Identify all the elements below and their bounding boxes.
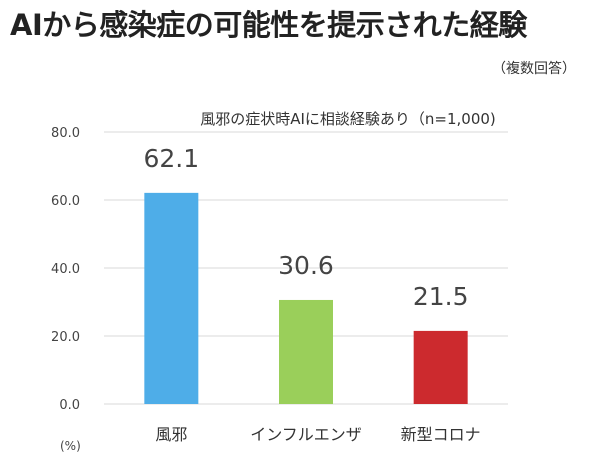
chart-subtitle: 風邪の症状時AIに相談経験あり（n=1,000)	[200, 110, 496, 128]
unit-label: (%)	[60, 439, 81, 453]
y-tick-label: 0.0	[59, 398, 80, 413]
bar	[413, 330, 468, 404]
data-label: 62.1	[143, 144, 199, 173]
y-tick-label: 80.0	[51, 126, 80, 141]
y-tick-label: 60.0	[51, 194, 80, 209]
bar	[279, 299, 333, 404]
category-label: 風邪	[155, 425, 187, 444]
data-label: 30.6	[278, 251, 334, 280]
category-label: 新型コロナ	[401, 425, 481, 444]
category-labels: 風邪 インフルエンザ 新型コロナ	[155, 425, 480, 444]
data-labels: 62.1 30.6 21.5	[143, 144, 468, 311]
y-tick-label: 40.0	[51, 262, 80, 277]
y-tick-label: 20.0	[51, 330, 80, 345]
page-title: AIから感染症の可能性を提示された経験	[10, 8, 527, 42]
multiple-answer-note: （複数回答）	[492, 61, 576, 77]
category-label: インフルエンザ	[250, 425, 362, 444]
y-axis-ticks: 0.0 20.0 40.0 60.0 80.0	[51, 126, 80, 413]
bar	[144, 192, 199, 404]
bars	[144, 192, 468, 404]
data-label: 21.5	[413, 282, 469, 311]
